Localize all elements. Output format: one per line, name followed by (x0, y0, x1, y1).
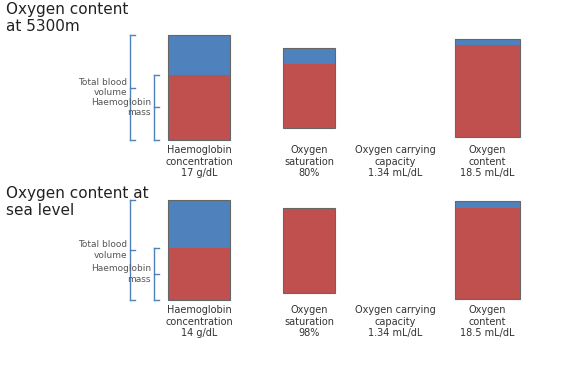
Bar (283, 47, 335, 64)
Bar (168, 200, 230, 248)
Text: Haemoglobin
concentration
14 g/dL: Haemoglobin concentration 14 g/dL (165, 305, 233, 338)
Bar (455, 201, 520, 208)
Text: Haemoglobin
concentration
17 g/dL: Haemoglobin concentration 17 g/dL (165, 145, 233, 178)
Text: Total blood
volume: Total blood volume (78, 78, 127, 97)
Text: Oxygen
content
18.5 mL/dL: Oxygen content 18.5 mL/dL (461, 145, 515, 178)
Bar (283, 209, 335, 293)
Bar (168, 35, 230, 75)
Bar (283, 208, 335, 209)
Text: Oxygen content
at 5300m: Oxygen content at 5300m (6, 2, 128, 34)
Text: Oxygen carrying
capacity
1.34 mL/dL: Oxygen carrying capacity 1.34 mL/dL (354, 305, 436, 338)
Bar (283, 64, 335, 127)
Text: Haemoglobin
mass: Haemoglobin mass (91, 264, 151, 284)
Text: Haemoglobin
mass: Haemoglobin mass (91, 98, 151, 117)
Text: Oxygen carrying
capacity
1.34 mL/dL: Oxygen carrying capacity 1.34 mL/dL (354, 145, 436, 178)
Text: Oxygen content at
sea level: Oxygen content at sea level (6, 186, 148, 218)
Bar (455, 201, 520, 299)
Bar (168, 75, 230, 140)
Text: Oxygen
saturation
98%: Oxygen saturation 98% (284, 305, 334, 338)
Text: Oxygen
content
18.5 mL/dL: Oxygen content 18.5 mL/dL (461, 305, 515, 338)
Bar (168, 200, 230, 300)
Bar (168, 35, 230, 140)
Bar (455, 208, 520, 299)
Text: Total blood
volume: Total blood volume (78, 240, 127, 260)
Bar (455, 39, 520, 45)
Bar (455, 45, 520, 137)
Bar (168, 248, 230, 300)
Text: Oxygen
saturation
80%: Oxygen saturation 80% (284, 145, 334, 178)
Bar (455, 39, 520, 137)
Bar (283, 208, 335, 293)
Bar (283, 47, 335, 127)
